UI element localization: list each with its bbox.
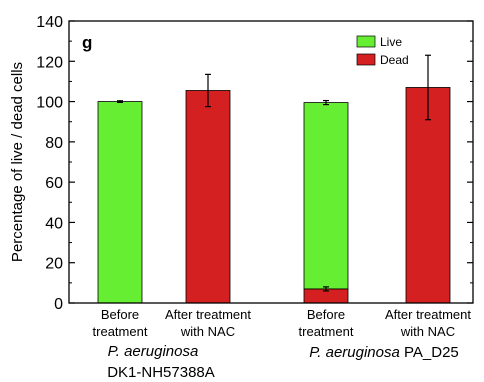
bar-dead-2 — [185, 90, 231, 304]
bars-layer — [97, 87, 451, 304]
category-labels: Before treatment After treatment with NAC Be… — [93, 307, 472, 339]
group-label-2: P. aeruginosa PA_D25 — [309, 344, 459, 361]
legend-swatch-live — [356, 35, 376, 48]
y-axis-label: Percentage of live / dead cells — [9, 62, 26, 262]
legend-label-live: Live — [380, 35, 402, 49]
bar-dead-4 — [405, 87, 451, 304]
group-label-1-line1: P. aeruginosa — [108, 343, 199, 360]
x-category-label-4-line1: After treatment — [385, 307, 471, 322]
x-category-label-1-line1: Before — [101, 307, 139, 322]
group-label-2-plain: PA_D25 — [400, 344, 459, 361]
y-tick-label-20: 20 — [45, 256, 63, 273]
y-axis: 0 20 40 60 80 100 120 140 — [36, 14, 473, 313]
group-label-1-line2: DK1-NH57388A — [107, 364, 215, 381]
x-category-label-4-line2: with NAC — [400, 324, 455, 339]
x-category-label-2-line1: After treatment — [165, 307, 251, 322]
y-tick-label-60: 60 — [45, 175, 63, 192]
legend-swatch-dead — [356, 53, 376, 66]
y-tick-label-0: 0 — [54, 296, 63, 313]
y-tick-label-100: 100 — [36, 95, 63, 112]
legend: Live Dead — [356, 35, 409, 67]
legend-label-dead: Dead — [380, 53, 409, 67]
group-labels: P. aeruginosa DK1-NH57388A P. aeruginosa… — [107, 343, 459, 381]
x-category-label-2-line2: with NAC — [180, 324, 235, 339]
x-category-label-3-line1: Before — [307, 307, 345, 322]
error-bars-layer — [117, 54, 431, 292]
group-label-2-italic: P. aeruginosa — [309, 344, 400, 361]
bar-live-1 — [97, 101, 143, 304]
x-category-label-1-line2: treatment — [93, 324, 148, 339]
panel-label: g — [82, 33, 92, 52]
x-category-label-3-line2: treatment — [299, 324, 354, 339]
y-tick-label-80: 80 — [45, 135, 63, 152]
y-tick-label-120: 120 — [36, 54, 63, 71]
y-tick-label-140: 140 — [36, 14, 63, 31]
y-tick-label-40: 40 — [45, 215, 63, 232]
bar-live-3 — [303, 102, 349, 290]
